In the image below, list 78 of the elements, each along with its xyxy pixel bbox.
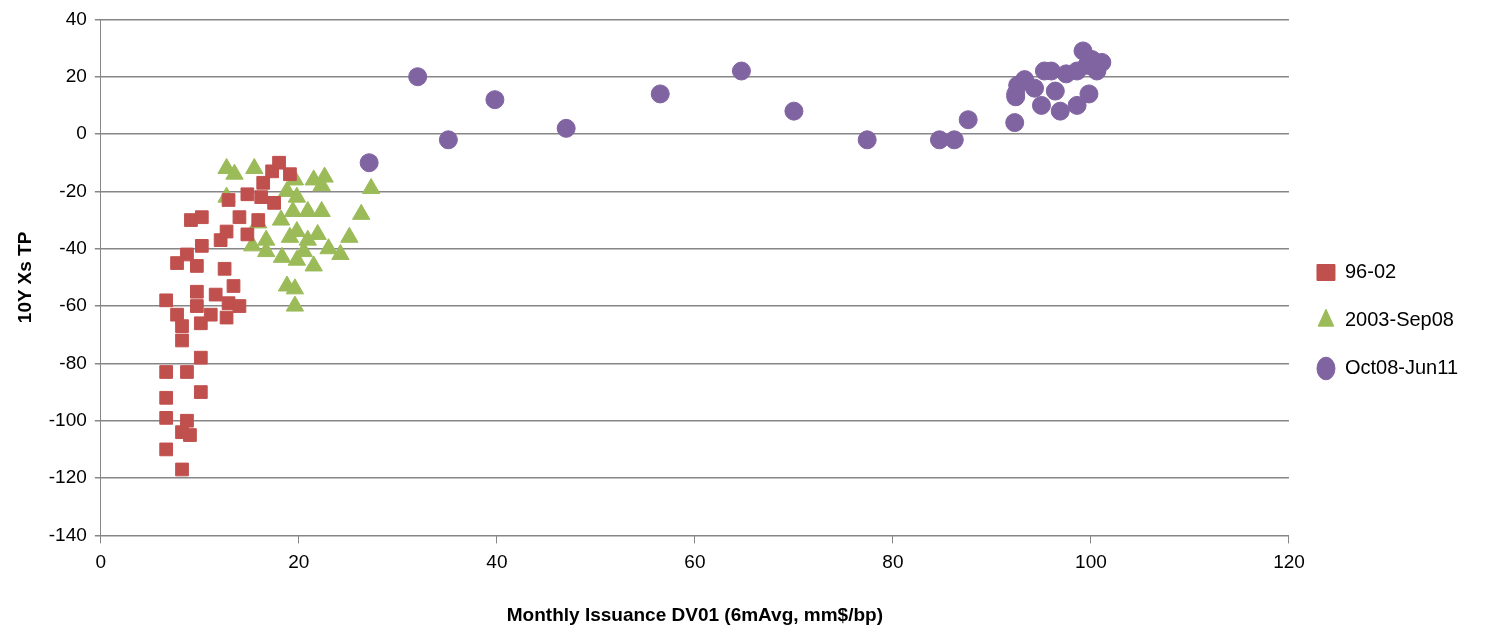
point — [226, 279, 241, 293]
point — [267, 196, 281, 210]
point — [175, 333, 189, 348]
point — [1031, 95, 1051, 115]
point — [1079, 84, 1099, 104]
y-tick-label: 20 — [65, 64, 87, 86]
point — [180, 413, 194, 428]
point — [183, 428, 197, 442]
y-tick-label: 0 — [76, 122, 87, 144]
y-tick-label: -40 — [59, 236, 87, 258]
point — [361, 178, 381, 195]
point — [958, 110, 978, 130]
x-tick-label: 60 — [684, 551, 706, 573]
x-tick-label: 120 — [1273, 551, 1305, 573]
point — [256, 175, 271, 190]
point — [240, 227, 255, 242]
y-axis-title: 10Y Xs TP — [13, 231, 35, 324]
point — [1045, 81, 1065, 101]
point — [857, 130, 877, 150]
point — [159, 442, 174, 457]
point — [170, 307, 184, 322]
point — [190, 259, 204, 273]
point — [556, 118, 576, 138]
point — [159, 411, 174, 425]
point — [193, 316, 208, 331]
point — [232, 299, 247, 313]
y-tick-label: -140 — [48, 523, 87, 545]
point — [193, 350, 208, 365]
point — [272, 155, 286, 170]
point — [1050, 101, 1070, 121]
point — [731, 61, 751, 81]
point — [190, 284, 204, 299]
point — [193, 385, 208, 399]
point — [194, 210, 209, 225]
y-tick-label: -100 — [48, 408, 87, 430]
x-tick-label: 80 — [882, 551, 904, 573]
point — [217, 261, 232, 276]
point — [408, 67, 428, 87]
point — [254, 190, 269, 204]
legend-label: Oct08-Jun11 — [1344, 356, 1458, 379]
y-tick-label: -20 — [59, 179, 87, 201]
x-tick-label: 100 — [1075, 551, 1107, 573]
y-tick-label: -60 — [59, 294, 87, 316]
point — [359, 153, 379, 173]
point — [650, 84, 670, 104]
point — [175, 462, 189, 477]
point — [1025, 78, 1045, 98]
x-tick-label: 20 — [288, 551, 310, 573]
point — [221, 193, 236, 207]
x-tick-label: 0 — [95, 551, 107, 573]
point — [203, 307, 218, 322]
point — [170, 256, 184, 270]
point — [219, 224, 234, 239]
point — [485, 90, 505, 110]
point — [180, 247, 194, 262]
legend-label: 2003-Sep08 — [1344, 308, 1454, 331]
point — [1005, 113, 1025, 133]
y-tick-label: -80 — [59, 351, 87, 373]
point — [190, 299, 204, 313]
point — [208, 287, 223, 302]
point — [232, 210, 247, 225]
point — [240, 187, 255, 202]
point — [180, 365, 194, 379]
y-tick-label: 40 — [65, 7, 87, 29]
point — [1067, 95, 1087, 115]
point — [438, 130, 458, 150]
point — [159, 365, 174, 379]
point — [784, 101, 804, 121]
legend-label: 96-02 — [1344, 260, 1397, 283]
x-axis-title: Monthly Issuance DV01 (6mAvg, mm$/bp) — [506, 603, 884, 625]
x-tick-label: 40 — [486, 551, 508, 573]
point — [159, 293, 174, 308]
point — [944, 130, 964, 150]
point — [194, 239, 209, 253]
point — [283, 167, 297, 182]
point — [219, 310, 234, 325]
y-tick-label: -120 — [48, 466, 87, 488]
point — [159, 390, 174, 405]
